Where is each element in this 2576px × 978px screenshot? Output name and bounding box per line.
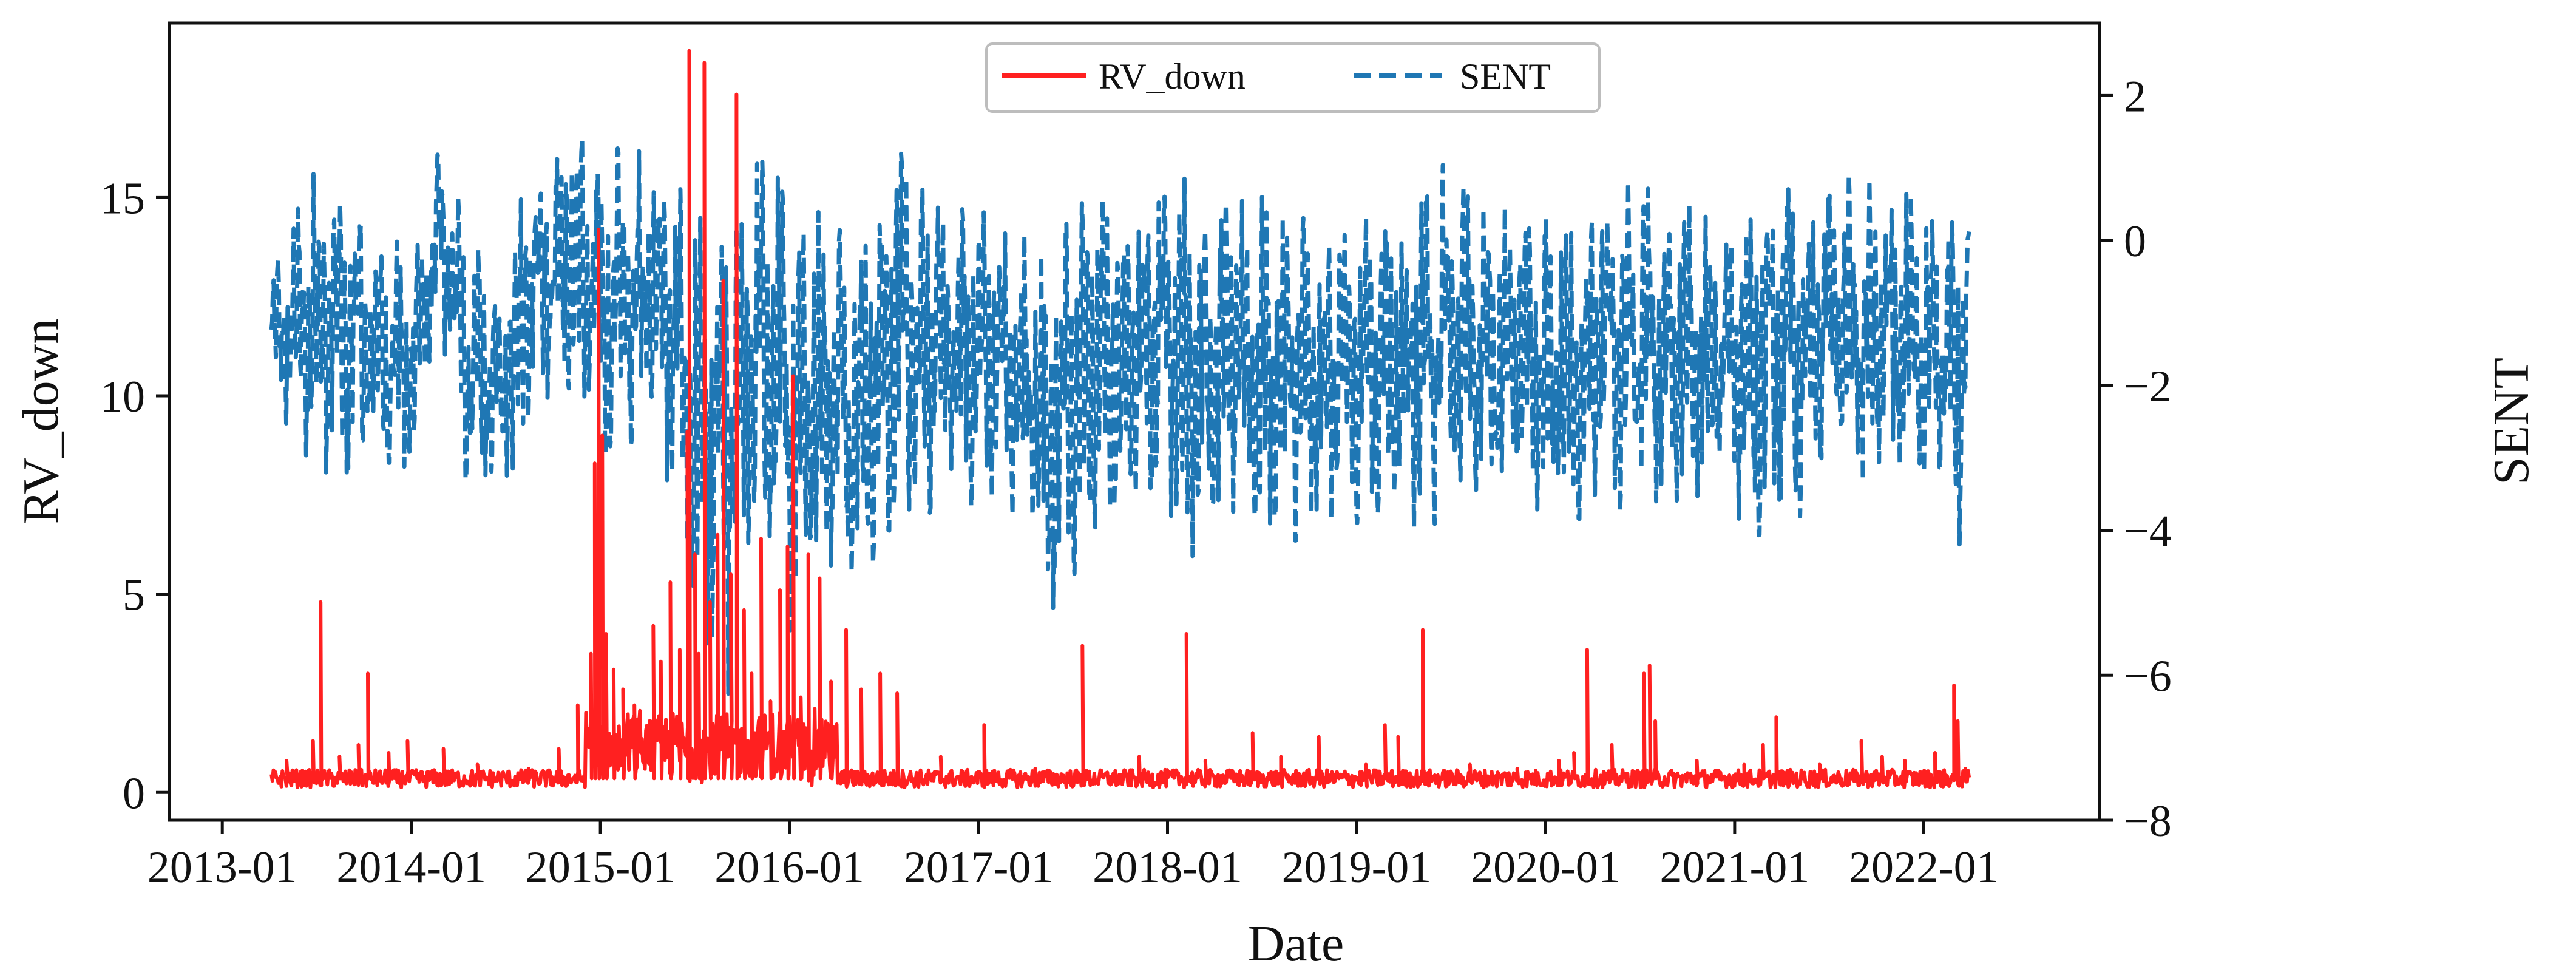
y-left-tick-label: 15 [100, 174, 145, 223]
legend-label-rv-down: RV_down [1099, 56, 1246, 97]
y-left-tick-label: 0 [123, 769, 145, 818]
x-axis-title: Date [1248, 915, 1344, 972]
x-tick-label: 2016-01 [714, 843, 864, 892]
legend-label-sent: SENT [1460, 56, 1551, 97]
y-right-tick-label: −8 [2124, 796, 2172, 846]
x-tick-label: 2017-01 [904, 843, 1054, 892]
x-tick-label: 2014-01 [336, 843, 486, 892]
legend-box [985, 42, 1601, 113]
x-tick-label: 2022-01 [1849, 843, 1999, 892]
x-tick-label: 2015-01 [526, 843, 676, 892]
y-axis-right: −8 −6 −4 −2 0 2 [2100, 72, 2172, 846]
y-axis-left-title: RV_down [13, 319, 69, 525]
y-left-tick-label: 5 [123, 571, 145, 620]
x-tick-label: 2019-01 [1282, 843, 1432, 892]
legend: RV_down SENT [985, 42, 1601, 113]
x-tick-label: 2018-01 [1093, 843, 1242, 892]
y-left-tick-label: 10 [100, 372, 145, 422]
x-tick-label: 2013-01 [147, 843, 297, 892]
y-axis-right-title: SENT [2483, 358, 2540, 485]
series-layer [269, 49, 1971, 790]
plot-frame [168, 21, 2101, 822]
x-tick-label: 2021-01 [1660, 843, 1810, 892]
y-right-tick-label: −6 [2124, 651, 2172, 701]
y-right-tick-label: 0 [2124, 217, 2146, 267]
series-line-rv-down [269, 49, 1971, 790]
x-axis: 2013-01 2014-01 2015-01 2016-01 2017-01 2018-… [147, 820, 1999, 892]
series-line-sent [269, 138, 1971, 696]
x-tick-label: 2020-01 [1471, 843, 1621, 892]
y-right-tick-label: −2 [2124, 362, 2172, 412]
y-right-tick-label: −4 [2124, 507, 2172, 557]
y-axis-left: 0 5 10 15 [100, 174, 169, 818]
y-right-tick-label: 2 [2124, 72, 2146, 121]
